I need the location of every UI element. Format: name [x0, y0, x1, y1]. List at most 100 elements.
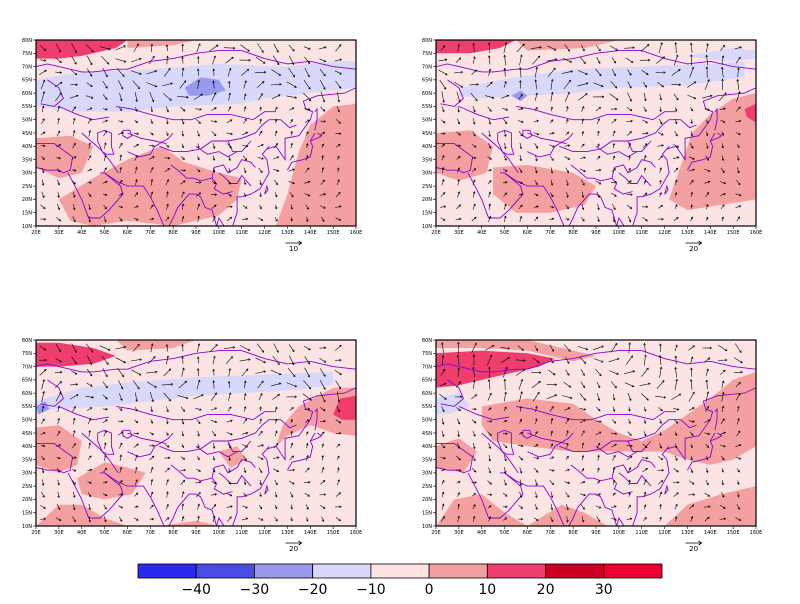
lon-label: 120E [658, 530, 671, 536]
lat-label: 80N [422, 338, 432, 344]
reference-vector-label: 10 [289, 245, 298, 253]
lon-label: 90E [591, 230, 601, 236]
lat-label: 25N [422, 184, 432, 190]
lon-label: 150E [327, 230, 340, 236]
lon-label: 160E [750, 530, 763, 536]
lon-label: 140E [704, 230, 717, 236]
colorbar-swatch [196, 564, 254, 578]
lat-label: 40N [22, 144, 32, 150]
lat-label: 10N [422, 524, 432, 530]
lat-label: 60N [422, 391, 432, 397]
lon-label: 100E [613, 530, 626, 536]
lat-label: 40N [422, 444, 432, 450]
lon-label: 90E [591, 530, 601, 536]
lat-label: 20N [422, 197, 432, 203]
lat-label: 45N [22, 131, 32, 137]
map-svg: 80N75N70N65N60N55N50N45N40N35N30N25N20N1… [14, 330, 374, 560]
lat-label: 45N [22, 431, 32, 437]
colorbar-tick-label: 10 [478, 582, 496, 598]
lon-label: 140E [304, 530, 317, 536]
lon-label: 70E [546, 230, 556, 236]
lon-label: 80E [168, 230, 178, 236]
lat-label: 65N [22, 378, 32, 384]
lon-label: 100E [213, 530, 226, 536]
map-svg: 80N75N70N65N60N55N50N45N40N35N30N25N20N1… [414, 330, 774, 560]
lon-label: 150E [727, 230, 740, 236]
lat-label: 10N [22, 224, 32, 230]
lon-label: 50E [500, 530, 510, 536]
lat-label: 65N [422, 378, 432, 384]
lat-label: 15N [422, 211, 432, 217]
reference-vector-label: 20 [289, 545, 298, 553]
lat-label: 30N [22, 471, 32, 477]
colorbar-swatch [371, 564, 429, 578]
lon-label: 140E [304, 230, 317, 236]
lon-label: 20E [431, 230, 441, 236]
colorbar-swatch [546, 564, 604, 578]
map-group: 80N75N70N65N60N55N50N45N40N35N30N25N20N1… [22, 38, 362, 253]
lat-label: 70N [22, 64, 32, 70]
lat-label: 50N [22, 418, 32, 424]
colorbar-tick-label: 0 [425, 582, 434, 598]
lon-label: 60E [523, 530, 533, 536]
lon-label: 40E [77, 230, 87, 236]
lat-label: 80N [422, 38, 432, 44]
lat-label: 40N [22, 444, 32, 450]
lat-label: 35N [422, 457, 432, 463]
lat-label: 30N [422, 171, 432, 177]
lon-label: 130E [281, 530, 294, 536]
lat-label: 70N [422, 64, 432, 70]
colorbar-swatch [487, 564, 545, 578]
lat-label: 25N [22, 484, 32, 490]
lat-label: 45N [422, 131, 432, 137]
map-group: 80N75N70N65N60N55N50N45N40N35N30N25N20N1… [22, 338, 362, 553]
lon-label: 80E [568, 230, 578, 236]
colorbar-tick-label: −40 [181, 582, 211, 598]
lon-label: 150E [327, 530, 340, 536]
lat-label: 50N [422, 418, 432, 424]
lon-label: 80E [168, 530, 178, 536]
lat-label: 60N [22, 91, 32, 97]
lat-label: 60N [422, 91, 432, 97]
lat-label: 20N [22, 197, 32, 203]
lat-label: 55N [22, 104, 32, 110]
lon-label: 90E [191, 530, 201, 536]
lon-label: 30E [454, 230, 464, 236]
lon-label: 160E [350, 230, 363, 236]
colorbar-tick-label: 30 [595, 582, 613, 598]
lon-label: 120E [658, 230, 671, 236]
lat-label: 10N [22, 524, 32, 530]
lat-label: 40N [422, 144, 432, 150]
lat-label: 20N [22, 497, 32, 503]
lat-label: 75N [422, 51, 432, 57]
lat-label: 70N [22, 364, 32, 370]
lon-label: 110E [635, 530, 648, 536]
colorbar-swatch [254, 564, 312, 578]
lon-label: 60E [123, 530, 133, 536]
colorbar-swatch [138, 564, 196, 578]
lat-label: 10N [422, 224, 432, 230]
colorbar-tick-label: −20 [298, 582, 328, 598]
lon-label: 30E [54, 230, 64, 236]
lon-label: 60E [523, 230, 533, 236]
lat-label: 55N [422, 104, 432, 110]
map-svg: 80N75N70N65N60N55N50N45N40N35N30N25N20N1… [414, 30, 774, 260]
lat-label: 15N [22, 511, 32, 517]
lat-label: 35N [422, 157, 432, 163]
lon-label: 110E [235, 530, 248, 536]
lon-label: 110E [635, 230, 648, 236]
lon-label: 40E [477, 230, 487, 236]
lat-label: 15N [22, 211, 32, 217]
lon-label: 70E [146, 530, 156, 536]
lat-label: 50N [422, 118, 432, 124]
lon-label: 20E [31, 230, 41, 236]
lon-label: 50E [100, 230, 110, 236]
lon-label: 130E [281, 230, 294, 236]
map-group: 80N75N70N65N60N55N50N45N40N35N30N25N20N1… [422, 338, 762, 553]
map-svg: 80N75N70N65N60N55N50N45N40N35N30N25N20N1… [14, 30, 374, 260]
colorbar-swatch [604, 564, 662, 578]
reference-vector-label: 20 [689, 545, 698, 553]
